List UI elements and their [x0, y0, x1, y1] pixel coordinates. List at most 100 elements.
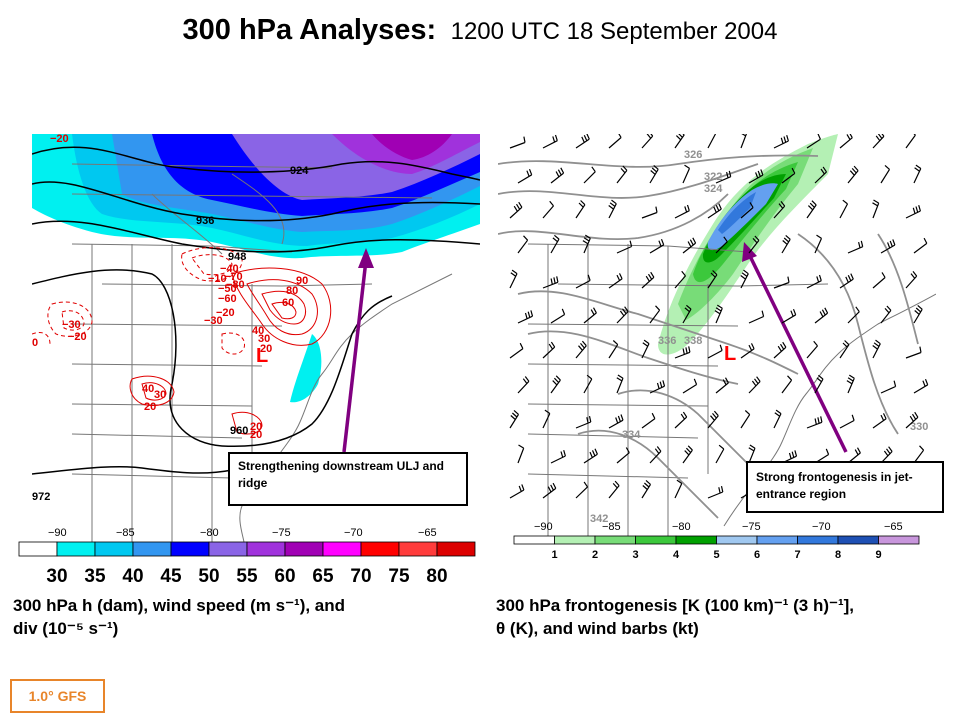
- wind-barb: [509, 409, 520, 429]
- div-label: −20: [68, 331, 87, 343]
- colorbar-label: 2: [592, 549, 598, 561]
- colorbar-swatch: [170, 541, 210, 557]
- theta-label: 330: [910, 421, 928, 433]
- wind-barb: [616, 165, 628, 184]
- left-caption-line2: div (10⁻⁵ s⁻¹): [13, 619, 119, 638]
- wind-barb: [773, 135, 789, 149]
- wind-barb: [517, 168, 533, 184]
- wind-barb: [781, 167, 796, 184]
- wind-barb: [517, 310, 534, 324]
- wind-barb: [847, 306, 860, 324]
- wind-barb: [905, 134, 916, 149]
- wind-barb: [715, 377, 729, 394]
- wind-barb: [550, 234, 560, 254]
- theta-label: 326: [684, 149, 702, 161]
- title-datetime: 1200 UTC 18 September 2004: [450, 18, 778, 45]
- colorbar-label: 55: [236, 566, 258, 587]
- div-label: −10: [208, 273, 227, 285]
- wind-barb: [674, 346, 691, 359]
- div-label: 0: [32, 337, 38, 349]
- lon-label: −90: [534, 521, 553, 533]
- div-label: 40: [252, 325, 264, 337]
- left-map-panel: −90 −85 −80 −75 −70 −65 924 936 948 960 …: [32, 134, 480, 542]
- wind-barb: [550, 450, 566, 464]
- wind-barb: [905, 346, 922, 359]
- colorbar-swatch: [208, 541, 248, 557]
- wind-barb: [806, 134, 821, 149]
- colorbar-label: 6: [754, 549, 760, 561]
- lon-label: −85: [116, 527, 135, 539]
- wind-barb: [913, 304, 923, 324]
- colorbar-swatch: [675, 535, 717, 545]
- wind-barb: [649, 446, 662, 464]
- left-annotation: Strengthening downstream ULJ and ridge: [228, 452, 468, 506]
- colorbar-label: 60: [274, 566, 295, 587]
- wind-barb: [880, 446, 893, 464]
- wind-barb: [641, 339, 650, 359]
- lon-label: −75: [742, 521, 761, 533]
- div-label: 90: [296, 275, 308, 287]
- wind-barb: [839, 414, 855, 429]
- wind-barb: [814, 234, 823, 254]
- right-colorbar: 1 2 3 4 5 6 7 8 9: [513, 535, 920, 561]
- wind-barb: [715, 444, 725, 464]
- wind-barb: [517, 235, 529, 254]
- theta-label: 336: [658, 335, 676, 347]
- wind-barb: [806, 340, 818, 359]
- wind-barb: [806, 200, 817, 219]
- wind-barb: [608, 340, 619, 359]
- wind-barb: [583, 166, 596, 184]
- colorbar-swatch: [594, 535, 636, 545]
- wind-barb: [707, 485, 724, 499]
- wind-barb: [649, 164, 659, 184]
- low-pressure-label: L: [724, 343, 736, 365]
- colorbar-swatch: [322, 541, 362, 557]
- wind-barb: [583, 374, 593, 394]
- div-label: 30: [258, 333, 270, 345]
- colorbar-label: 80: [426, 566, 447, 587]
- wind-barb: [649, 238, 665, 254]
- lon-label: −75: [272, 527, 291, 539]
- wind-barb: [575, 481, 588, 499]
- wind-barb: [583, 307, 597, 324]
- div-label: −20: [50, 134, 69, 145]
- wind-barb: [542, 200, 554, 219]
- wind-barb: [682, 304, 692, 324]
- wind-barb: [509, 342, 524, 359]
- colorbar-swatch: [756, 535, 798, 545]
- div-label: −40: [220, 263, 239, 275]
- colorbar-label: 4: [673, 549, 680, 561]
- wind-barb: [649, 380, 666, 394]
- theta-label: 338: [684, 335, 702, 347]
- wind-barb: [872, 272, 886, 289]
- lon-label: −85: [602, 521, 621, 533]
- wind-barb: [608, 199, 617, 219]
- lon-label: −90: [48, 527, 67, 539]
- wind-barb: [616, 306, 629, 324]
- wind-barb: [715, 236, 728, 254]
- wind-barb: [509, 136, 526, 149]
- wind-barb: [740, 134, 747, 149]
- wind-barb: [641, 206, 658, 219]
- wind-barb: [542, 409, 551, 429]
- colorbar-swatch: [513, 535, 555, 545]
- right-caption: 300 hPa frontogenesis [K (100 km)⁻¹ (3 h…: [496, 594, 956, 640]
- wind-barb: [748, 310, 765, 324]
- colorbar-label: 3: [632, 549, 638, 561]
- div-label: −60: [218, 293, 237, 305]
- lon-label: −65: [418, 527, 437, 539]
- theta-label: 324: [704, 183, 723, 195]
- wind-barb: [748, 444, 756, 464]
- wind-barb: [674, 411, 688, 429]
- colorbar-swatch: [132, 541, 172, 557]
- wind-barb: [509, 269, 518, 289]
- div-label: −20: [216, 307, 235, 319]
- wind-barb: [608, 273, 623, 289]
- colorbar-label: 75: [388, 566, 410, 587]
- left-caption: 300 hPa h (dam), wind speed (m s⁻¹), and…: [13, 594, 483, 640]
- wind-barb: [913, 378, 929, 394]
- low-pressure-label: L: [256, 345, 268, 367]
- colorbar-swatch: [635, 535, 677, 545]
- wind-barb: [616, 240, 633, 254]
- colorbar-label: 50: [198, 566, 219, 587]
